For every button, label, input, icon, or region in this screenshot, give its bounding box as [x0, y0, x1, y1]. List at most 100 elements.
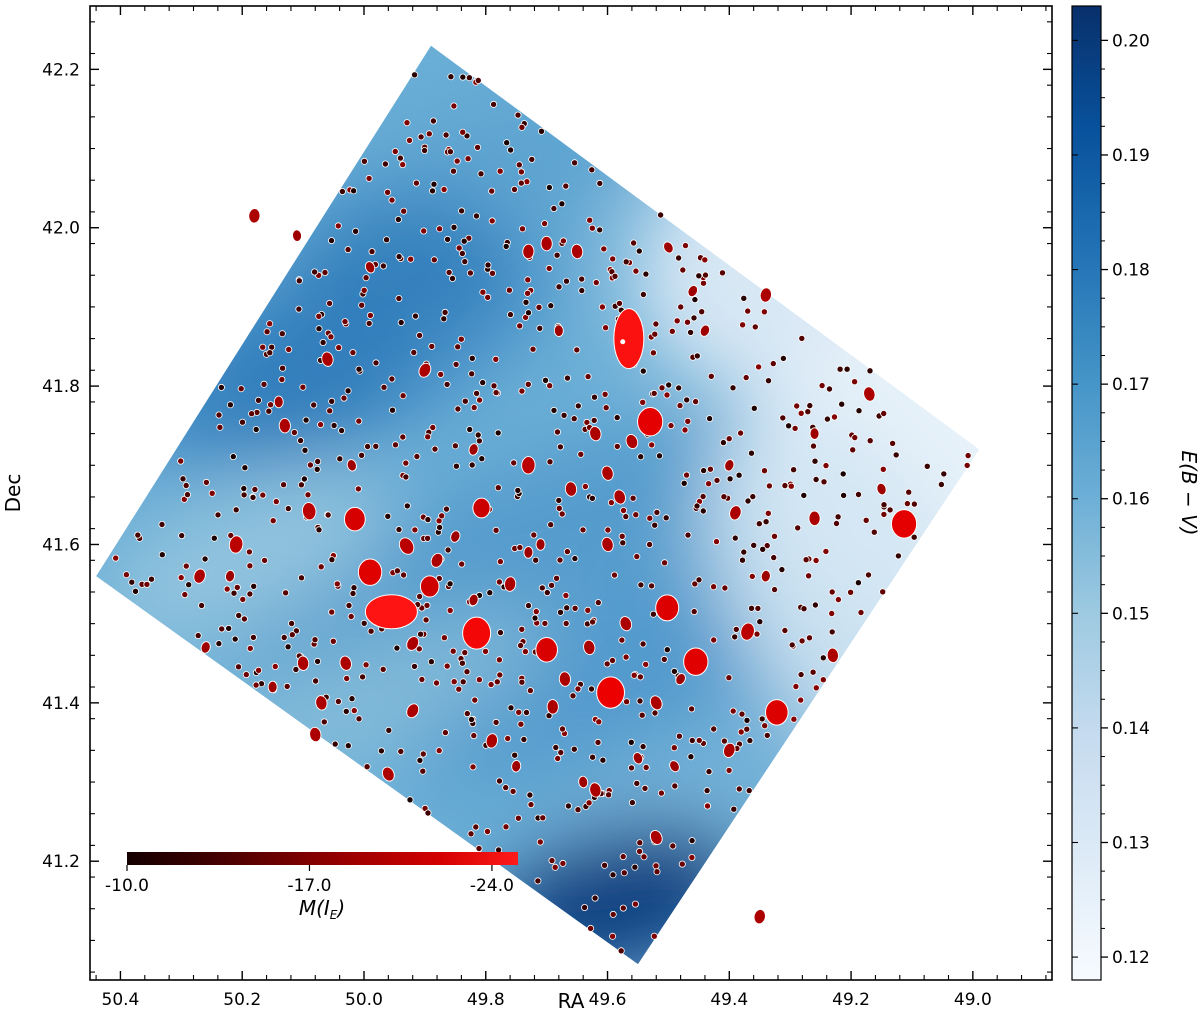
source-point — [488, 269, 496, 277]
source-point — [292, 666, 300, 674]
source-point — [515, 708, 523, 716]
source-ellipse — [625, 433, 639, 450]
source-point — [648, 582, 656, 590]
source-point — [743, 725, 751, 733]
source-point — [552, 744, 560, 752]
source-point — [526, 791, 534, 799]
source-point — [611, 571, 619, 579]
source-point — [662, 514, 670, 522]
source-point — [342, 707, 350, 715]
source-point — [438, 512, 446, 520]
source-point — [879, 465, 887, 473]
source-point — [453, 157, 461, 165]
source-point — [272, 498, 280, 506]
source-point — [388, 375, 396, 383]
source-point — [314, 457, 322, 465]
source-point — [441, 729, 449, 737]
source-point — [798, 637, 806, 645]
bright-source — [472, 497, 491, 519]
source-point — [587, 924, 595, 932]
source-point — [524, 276, 532, 284]
source-point — [466, 425, 474, 433]
source-point — [903, 500, 911, 508]
source-point — [467, 830, 475, 838]
source-point — [406, 796, 414, 804]
source-point — [510, 185, 518, 193]
source-point — [571, 604, 579, 612]
source-point — [368, 248, 376, 256]
source-point — [609, 910, 617, 918]
source-point — [372, 442, 380, 450]
source-point — [249, 633, 257, 641]
source-point — [320, 718, 328, 726]
source-ellipse — [740, 622, 755, 641]
source-point — [427, 658, 435, 666]
source-point — [720, 493, 728, 501]
source-point — [753, 630, 761, 638]
source-point — [506, 311, 514, 319]
source-point — [341, 318, 349, 326]
source-ellipse — [753, 908, 766, 925]
source-point — [295, 305, 303, 313]
source-point — [366, 311, 374, 319]
source-point — [748, 604, 756, 612]
source-point — [450, 102, 458, 110]
source-point — [781, 627, 789, 635]
source-point — [651, 330, 659, 338]
source-point — [851, 434, 859, 442]
source-point — [700, 467, 708, 475]
source-point — [384, 188, 392, 196]
source-point — [749, 493, 757, 501]
source-point — [245, 548, 253, 556]
source-point — [804, 408, 812, 416]
source-point — [288, 631, 296, 639]
source-ellipse — [613, 489, 626, 505]
source-point — [436, 225, 444, 233]
source-point — [518, 625, 526, 633]
colorbar-tick-label: 0.12 — [1112, 948, 1150, 968]
source-point — [669, 842, 677, 850]
source-point — [730, 805, 738, 813]
source-point — [779, 414, 787, 422]
source-point — [699, 507, 707, 515]
source-point — [636, 839, 644, 847]
source-point — [720, 737, 728, 745]
source-point — [302, 416, 310, 424]
source-point — [177, 574, 185, 582]
source-point — [665, 381, 673, 389]
source-point — [488, 217, 496, 225]
source-point — [290, 428, 298, 436]
source-point — [507, 146, 515, 154]
source-point — [559, 859, 567, 867]
source-point — [481, 647, 489, 655]
source-point — [670, 744, 678, 752]
source-point — [523, 709, 531, 717]
source-point — [640, 853, 648, 861]
source-point — [354, 485, 362, 493]
source-point — [238, 418, 246, 426]
source-point — [609, 255, 617, 263]
source-ellipse — [632, 752, 644, 765]
source-point — [297, 437, 305, 445]
source-ellipse — [863, 386, 876, 402]
source-point — [442, 131, 450, 139]
source-point — [394, 215, 402, 223]
source-point — [785, 422, 793, 430]
source-ellipse — [309, 726, 322, 743]
source-point — [834, 596, 842, 604]
source-point — [495, 777, 503, 785]
source-point — [678, 860, 686, 868]
source-point — [680, 479, 688, 487]
source-point — [413, 452, 421, 460]
source-point — [646, 541, 654, 549]
source-ellipse — [601, 465, 614, 481]
source-point — [586, 216, 594, 224]
source-point — [473, 389, 481, 397]
source-point — [806, 634, 814, 642]
source-point — [350, 187, 358, 195]
source-point — [496, 167, 504, 175]
extinction-colorbar: 0.12 0.13 0.14 0.15 0.16 0.17 0.18 0.19 0.20 E(B… — [1071, 5, 1200, 981]
source-point — [334, 698, 342, 706]
source-point — [609, 657, 617, 665]
source-point — [230, 589, 238, 597]
